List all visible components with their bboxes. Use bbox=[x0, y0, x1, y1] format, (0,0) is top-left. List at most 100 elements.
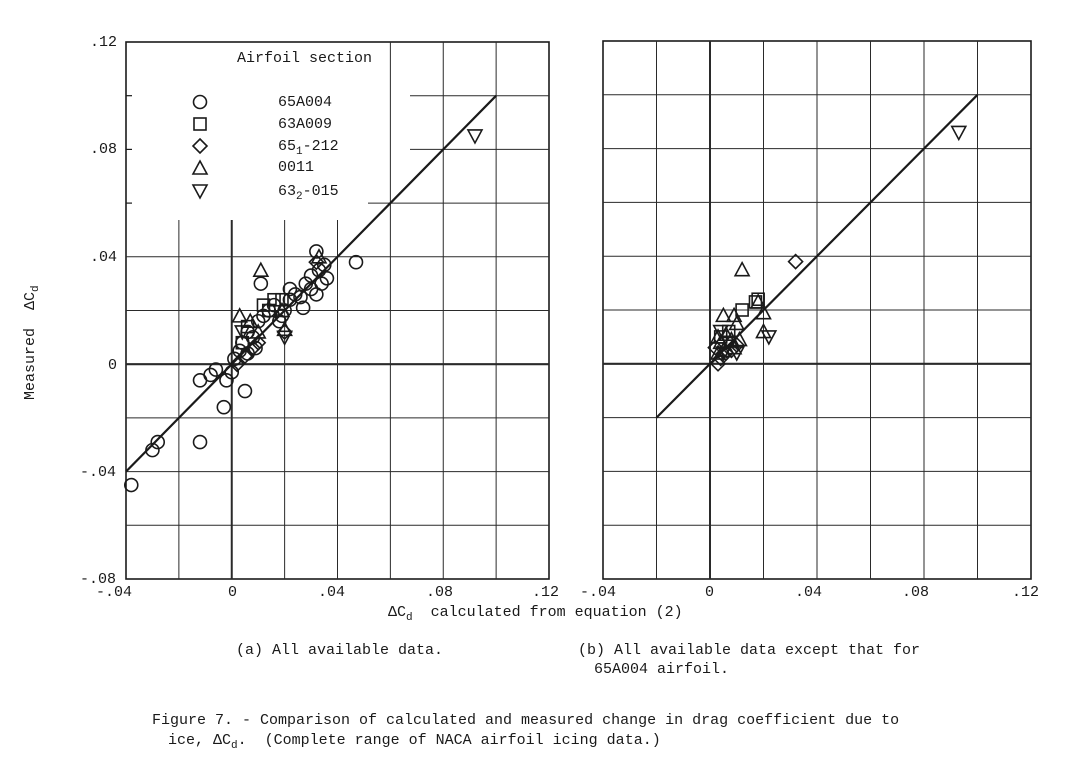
triangle-up-marker bbox=[733, 260, 751, 277]
figure-caption-line2: ice, ΔCd. (Complete range of NACA airfoi… bbox=[168, 732, 661, 752]
triangle-down-marker bbox=[466, 129, 484, 145]
legend-label-65-1-212: 651-212 bbox=[278, 138, 339, 158]
legend-circle-icon bbox=[192, 94, 208, 110]
circle-marker bbox=[311, 262, 327, 278]
circle-marker bbox=[253, 276, 269, 291]
circle-marker bbox=[282, 281, 298, 297]
x-tick-b-0: 0 bbox=[705, 584, 715, 601]
circle-marker bbox=[208, 362, 224, 377]
circle-marker bbox=[123, 477, 139, 493]
series-65-1-212 bbox=[228, 254, 325, 373]
diamond-marker bbox=[250, 334, 267, 351]
diamond-marker bbox=[707, 339, 724, 356]
circle-marker bbox=[203, 367, 218, 383]
subcaption-b-line1: (b) All available data except that for bbox=[578, 642, 921, 659]
diamond-marker bbox=[228, 356, 246, 373]
circle-marker bbox=[309, 244, 324, 259]
square-marker bbox=[751, 292, 765, 307]
subcaption-a: (a) All available data. bbox=[236, 642, 444, 659]
diamond-marker bbox=[244, 339, 262, 357]
series-0011 bbox=[231, 248, 328, 339]
y-tick-0.04: .04 bbox=[90, 249, 118, 266]
x-tick-b-0.08: .08 bbox=[902, 584, 930, 601]
x-tick-b-0.04: .04 bbox=[795, 584, 823, 601]
triangle-down-marker bbox=[950, 125, 968, 142]
series-63-2-015 bbox=[712, 125, 968, 362]
square-marker bbox=[235, 335, 250, 350]
legend-label-0011: 0011 bbox=[278, 159, 315, 176]
triangle-up-marker bbox=[276, 320, 293, 337]
y-tick-neg-0.04: -.04 bbox=[80, 464, 117, 481]
circle-marker bbox=[237, 383, 253, 399]
panel-a-plot bbox=[123, 41, 550, 580]
square-marker bbox=[275, 292, 289, 307]
triangle-up-marker bbox=[310, 248, 328, 264]
square-marker bbox=[735, 303, 749, 317]
legend-title: Airfoil section bbox=[237, 50, 373, 67]
legend-label-65A004: 65A004 bbox=[278, 94, 333, 111]
circle-marker bbox=[319, 270, 335, 286]
legend-square-icon bbox=[193, 117, 207, 131]
circle-marker bbox=[348, 254, 364, 270]
circle-marker bbox=[216, 399, 232, 415]
diamond-marker bbox=[308, 254, 325, 271]
triangle-up-marker bbox=[241, 312, 259, 329]
legend-label-63A009: 63A009 bbox=[278, 116, 333, 133]
square-marker bbox=[261, 303, 276, 318]
y-tick-0.08: .08 bbox=[90, 141, 118, 158]
circle-marker bbox=[282, 292, 298, 308]
legend-label-63-2-015: 632-015 bbox=[278, 183, 339, 203]
figure-caption-line1: Figure 7. - Comparison of calculated and… bbox=[152, 712, 900, 729]
diamond-marker bbox=[709, 355, 727, 372]
x-axis-label: ΔCd calculated from equation (2) bbox=[388, 604, 683, 624]
x-tick-a-neg-0.04: -.04 bbox=[96, 584, 133, 601]
legend-diamond-icon bbox=[191, 137, 209, 155]
triangle-up-marker bbox=[749, 293, 767, 309]
x-tick-a-0.08: .08 bbox=[426, 584, 454, 601]
circle-marker bbox=[219, 373, 234, 388]
circle-marker bbox=[298, 276, 314, 291]
triangle-up-marker bbox=[273, 301, 291, 318]
triangle-up-marker bbox=[728, 314, 746, 331]
circle-marker bbox=[145, 442, 160, 458]
y-axis-label: Measured ΔCd bbox=[22, 285, 42, 400]
triangle-up-marker bbox=[731, 330, 748, 347]
x-tick-a-0.04: .04 bbox=[318, 584, 346, 601]
triangle-down-marker bbox=[715, 346, 732, 362]
triangle-down-marker bbox=[720, 335, 738, 351]
series-65a004 bbox=[123, 244, 364, 493]
y-tick-neg-0.08: -.08 bbox=[80, 571, 117, 588]
panel-b-plot bbox=[602, 40, 1032, 580]
diamond-marker bbox=[236, 348, 254, 365]
circle-marker bbox=[192, 434, 208, 450]
x-tick-b-neg-0.04: -.04 bbox=[580, 584, 617, 601]
legend-triangle-down-icon bbox=[191, 184, 209, 200]
x-tick-a-0: 0 bbox=[228, 584, 238, 601]
subcaption-b-line2: 65A004 airfoil. bbox=[594, 661, 730, 678]
circle-marker bbox=[295, 300, 311, 316]
agreement-line bbox=[125, 94, 497, 473]
series-63-2-015 bbox=[233, 129, 484, 347]
circle-marker bbox=[150, 434, 166, 450]
triangle-up-marker bbox=[249, 323, 267, 339]
x-tick-a-0.12: .12 bbox=[532, 584, 560, 601]
triangle-down-marker bbox=[760, 330, 778, 346]
triangle-down-marker bbox=[712, 324, 730, 341]
triangle-down-marker bbox=[233, 325, 251, 341]
triangle-up-marker bbox=[252, 261, 270, 278]
circle-marker bbox=[293, 289, 308, 305]
triangle-up-marker bbox=[709, 344, 727, 360]
triangle-down-marker bbox=[728, 346, 746, 362]
y-tick-0.12: .12 bbox=[90, 34, 118, 51]
x-tick-b-0.12: .12 bbox=[1012, 584, 1040, 601]
y-tick-0: 0 bbox=[108, 357, 118, 374]
circle-marker bbox=[314, 276, 329, 291]
triangle-up-marker bbox=[715, 306, 732, 323]
triangle-up-marker bbox=[231, 307, 249, 323]
diamond-marker bbox=[787, 253, 804, 270]
triangle-up-marker bbox=[755, 304, 772, 320]
legend-triangle-up-icon bbox=[191, 159, 209, 175]
triangle-down-marker bbox=[276, 330, 293, 347]
